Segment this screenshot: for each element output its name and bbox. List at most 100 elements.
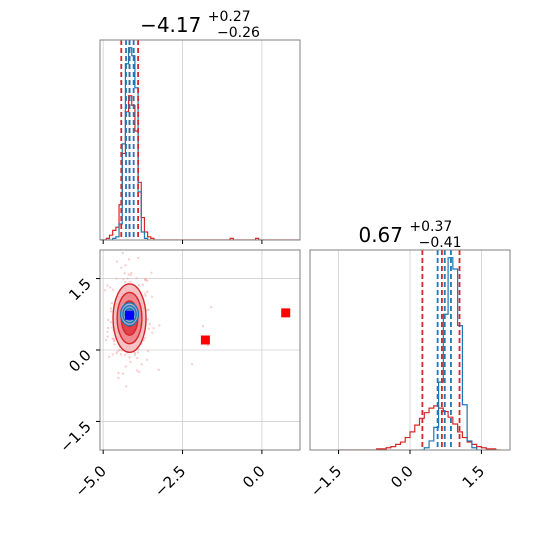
scatter-point [123, 280, 127, 284]
scatter-point [135, 369, 139, 372]
scatter-point [144, 292, 147, 295]
scatter-point [116, 349, 119, 353]
scatter-point [106, 326, 110, 330]
scatter-point [118, 348, 121, 352]
y-tick-label: −1.5 [56, 418, 94, 456]
scatter-point [143, 336, 147, 340]
joint-scatter-param-1-param-2: −5.0 −2.5 0.0 −1.5 0.0 1.5 [56, 249, 301, 501]
scatter-point [104, 338, 108, 342]
scatter-point [146, 318, 150, 321]
scatter-point [121, 372, 125, 375]
scatter-point [144, 294, 147, 298]
histogram-step-line [100, 95, 300, 240]
scatter-point [110, 301, 113, 305]
scatter-point [126, 277, 129, 280]
scatter-point [133, 351, 137, 355]
scatter-point [120, 266, 123, 269]
scatter-point [136, 356, 139, 360]
histogram-step-line [100, 47, 151, 240]
scatter-point [106, 318, 110, 322]
y-tick-label: 1.5 [65, 275, 95, 305]
scatter-point [115, 260, 119, 263]
histogram-series [100, 47, 300, 240]
scatter-point [141, 283, 145, 286]
scatter-point [110, 326, 114, 329]
title-value: 0.67 [358, 223, 403, 247]
scatter-point [140, 363, 144, 366]
scatter-point [190, 363, 194, 366]
scatter-point [122, 277, 125, 281]
scatter-point [209, 305, 213, 309]
scatter-point [112, 338, 116, 341]
scatter-point [119, 353, 123, 356]
scatter-point [127, 258, 131, 261]
scatter-point [117, 376, 120, 380]
scatter-point [106, 330, 109, 333]
scatter-point [117, 371, 120, 375]
square-marker [200, 335, 210, 345]
x-tick-label: −5.0 [72, 462, 110, 500]
scatter-point [148, 322, 151, 326]
scatter-point [106, 335, 109, 338]
square-marker [125, 310, 135, 320]
title-plus: +0.27 [208, 9, 251, 25]
scatter-point [136, 256, 140, 260]
scatter-point [146, 290, 149, 293]
scatter-point [137, 348, 140, 351]
scatter-point [125, 385, 128, 388]
histogram-step-line [338, 405, 501, 450]
histogram-series [338, 257, 501, 450]
scatter-point [124, 365, 128, 368]
y-tick-label: 0.0 [65, 346, 95, 376]
marginal-histogram-param-1: −4.17 +0.27 −0.26 [99, 9, 301, 244]
scatter-point [152, 327, 155, 330]
grid [102, 40, 263, 240]
scatter-point [151, 331, 154, 335]
scatter-point [109, 320, 113, 324]
scatter-point [206, 344, 210, 347]
title-minus: −0.26 [217, 25, 260, 41]
scatter-point [146, 350, 150, 353]
scatter-point [124, 264, 127, 267]
quantile-lines [120, 40, 139, 240]
scatter-point [136, 351, 140, 354]
scatter-point [113, 343, 116, 346]
scatter-point [147, 327, 151, 330]
scatter-point [138, 370, 141, 374]
scatter-point [111, 288, 115, 292]
title-plus: +0.37 [409, 219, 452, 235]
scatter-point [158, 324, 161, 327]
scatter-point [145, 358, 149, 362]
scatter-point [157, 368, 160, 372]
scatter-point [129, 360, 132, 364]
scatter-point [150, 271, 153, 275]
x-tick-label: 0.0 [239, 462, 269, 492]
scatter-point [127, 273, 130, 276]
scatter-point [129, 273, 132, 277]
scatter-point [115, 352, 118, 355]
panel-frame [99, 39, 301, 241]
x-ticks: −1.5 0.0 1.5 [307, 450, 488, 501]
title-param-2: 0.67 +0.37 −0.41 [358, 212, 461, 251]
scatter-point [111, 353, 114, 356]
quantile-lines [421, 250, 461, 450]
histogram-step-line [419, 257, 482, 450]
marginal-histogram-param-2: −1.5 0.0 1.5 0.67 +0.37 −0.41 [307, 212, 511, 501]
markers [125, 308, 291, 345]
scatter-point [109, 286, 112, 289]
x-tick-label: 1.5 [459, 462, 489, 492]
scatter-point [109, 310, 113, 313]
scatter-point [97, 311, 99, 313]
scatter-point [133, 353, 137, 357]
square-marker [281, 308, 291, 318]
scatter-point [109, 307, 113, 310]
x-tick-label: −1.5 [307, 462, 345, 500]
scatter-point [137, 283, 140, 287]
scatter-point [103, 289, 107, 292]
scatter-point [135, 276, 138, 280]
title-minus: −0.41 [419, 235, 462, 251]
scatter-point [129, 280, 132, 283]
grid [338, 250, 482, 450]
scatter-point [128, 356, 131, 359]
